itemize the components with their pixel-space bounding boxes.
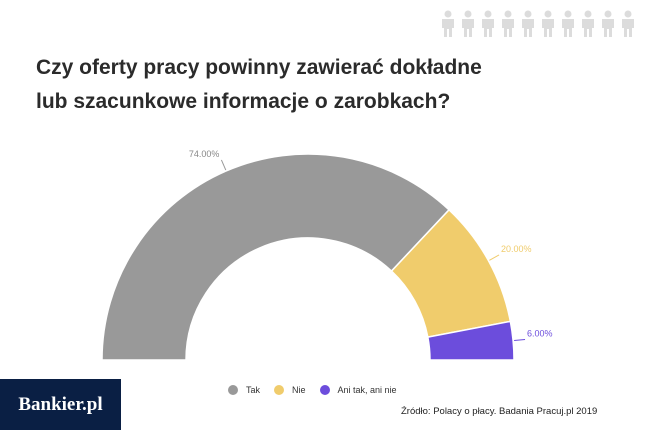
source-note: Źródło: Polacy o płacy. Badania Pracuj.p…: [401, 406, 598, 417]
person-icon: [482, 10, 494, 37]
legend-item-ani[interactable]: Ani tak, ani nie: [319, 385, 397, 395]
person-icon: [502, 10, 514, 37]
person-icon: [562, 10, 574, 37]
people-icon-row: [439, 10, 637, 38]
data-label-ani: 6.00%: [527, 328, 553, 338]
legend: Tak Nie Ani tak, ani nie: [228, 385, 411, 395]
person-icon: [462, 10, 474, 37]
title-line-2: lub szacunkowe informacje o zarobkach?: [36, 90, 451, 113]
data-label-tak: 74.00%: [189, 149, 220, 159]
person-icon: [442, 10, 454, 37]
legend-swatch-nie: [274, 385, 285, 395]
person-icon: [542, 10, 554, 37]
legend-label-tak: Tak: [246, 385, 261, 395]
legend-label-nie: Nie: [292, 385, 306, 395]
slice-tak[interactable]: [101, 153, 451, 361]
slice-ani[interactable]: [426, 320, 515, 361]
person-icon: [522, 10, 534, 37]
chart-title: Czy oferty pracy powinny zawierać dokład…: [36, 51, 556, 119]
leader-line-tak: [220, 159, 227, 171]
legend-swatch-ani: [319, 385, 330, 395]
person-icon: [622, 10, 634, 37]
person-icon: [602, 10, 614, 37]
title-line-1: Czy oferty pracy powinny zawierać dokład…: [36, 56, 482, 79]
data-label-nie: 20.00%: [501, 244, 532, 254]
legend-swatch-tak: [228, 385, 238, 395]
leader-line-ani: [514, 338, 526, 342]
legend-item-tak[interactable]: Tak: [228, 385, 260, 395]
bankier-logo: Bankier.pl: [0, 379, 121, 430]
leader-line-nie: [489, 254, 500, 261]
person-icon: [582, 10, 594, 37]
legend-item-nie[interactable]: Nie: [274, 385, 306, 395]
legend-label-ani: Ani tak, ani nie: [337, 385, 397, 395]
